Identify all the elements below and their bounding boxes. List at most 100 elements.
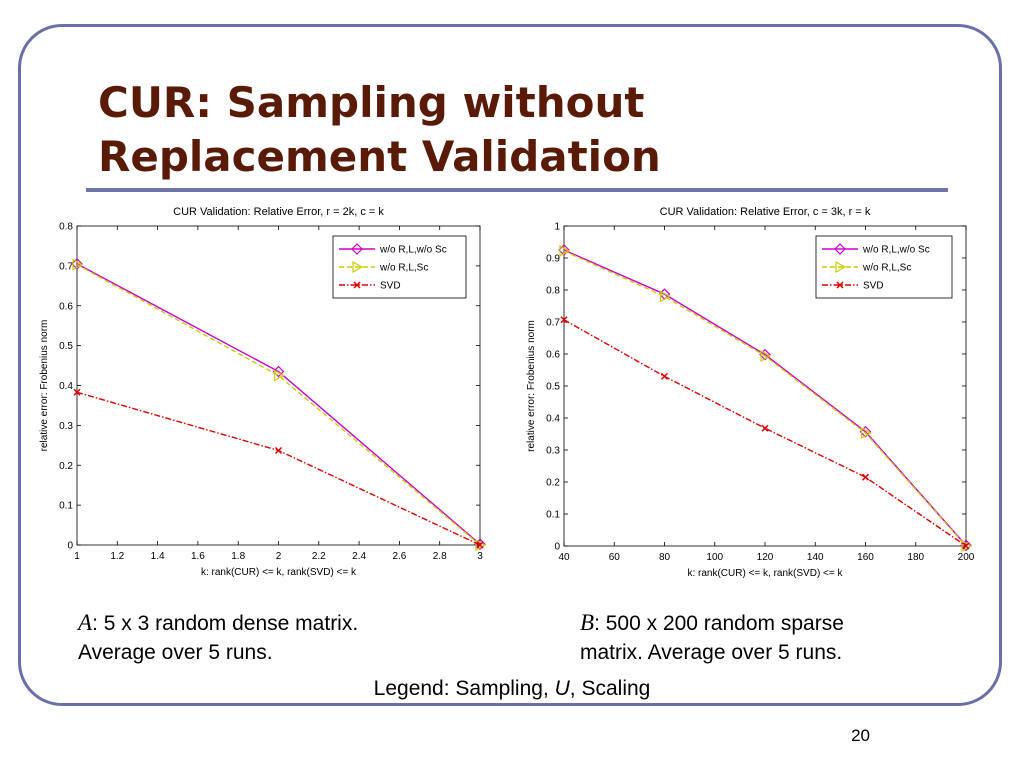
- y-tick-label: 0: [554, 542, 560, 553]
- series-line: [563, 319, 967, 547]
- chart-a-x-axis-label: k: rank(CUR) <= k, rank(SVD) <= k: [201, 567, 357, 578]
- chart-b-x-ticks: 40 60 80 100 120 140 160 180 200: [558, 226, 975, 563]
- legend-label: w/o R,L,w/o Sc: [862, 245, 930, 256]
- legend-note-suffix: , Scaling: [569, 677, 651, 700]
- legend-swatch-marker: [351, 243, 363, 255]
- x-tick-label: 1.6: [191, 551, 205, 562]
- x-tick-label: 140: [807, 552, 824, 563]
- chart-a-series-3: [73, 388, 484, 549]
- legend-swatch-marker: [835, 260, 847, 274]
- series-line: [563, 249, 967, 546]
- y-tick-label: 0.2: [546, 478, 560, 489]
- data-point: [659, 290, 671, 303]
- x-tick-label: 160: [857, 552, 874, 563]
- y-tick-label: 0.4: [546, 414, 560, 425]
- x-tick-label: 1.8: [231, 551, 245, 562]
- caption-b: B: 500 x 200 random sparse matrix. Avera…: [580, 608, 940, 667]
- data-point: [859, 425, 872, 438]
- legend-swatch-marker: [353, 281, 361, 289]
- legend-label: SVD: [863, 281, 884, 292]
- x-tick-label: 60: [609, 552, 621, 563]
- data-point: [72, 258, 84, 271]
- data-point: [761, 424, 769, 432]
- chart-a-title: CUR Validation: Relative Error, r = 2k, …: [173, 206, 384, 218]
- chart-b-y-ticks: 0 0.1 0.2 0.3 0.4 0.5 0.6 0.7 0.8 0.9 1: [546, 222, 966, 553]
- legend-label: w/o R,L,Sc: [862, 263, 911, 274]
- title-line-2: Replacement Validation: [98, 132, 661, 181]
- data-point: [273, 369, 285, 382]
- x-tick-label: 2.4: [352, 551, 366, 562]
- y-tick-label: 0.6: [59, 301, 73, 312]
- y-tick-label: 0.5: [546, 382, 560, 393]
- y-tick-label: 0.4: [59, 381, 73, 392]
- x-tick-label: 2.6: [392, 551, 406, 562]
- data-point: [861, 473, 870, 481]
- caption-a: A: 5 x 3 random dense matrix. Average ov…: [78, 608, 498, 667]
- legend-note: Legend: Sampling, U, Scaling: [0, 674, 1024, 703]
- x-tick-label: 100: [706, 552, 723, 563]
- x-tick-label: 180: [907, 552, 924, 563]
- x-tick-label: 120: [757, 552, 774, 563]
- x-tick-label: 1.4: [151, 551, 165, 562]
- caption-a-line2: Average over 5 runs.: [78, 641, 273, 664]
- data-point: [860, 427, 872, 440]
- data-point: [759, 348, 771, 361]
- data-point: [962, 542, 970, 550]
- y-tick-label: 0.3: [546, 446, 560, 457]
- chart-a-y-ticks: 0 0.1 0.2 0.3 0.4 0.5 0.6 0.7 0.8: [59, 222, 480, 552]
- chart-a-legend: w/o R,L,w/o Sc w/o R,L,Sc SVD: [332, 235, 467, 299]
- chart-b-legend: w/o R,L,w/o Sc w/o R,L,Sc SVD: [815, 235, 953, 299]
- y-tick-label: 0.7: [59, 261, 73, 272]
- title-divider: [86, 188, 948, 192]
- data-point: [272, 365, 285, 378]
- chart-b-y-axis-label: relative error: Frobenius norm: [526, 320, 537, 452]
- y-tick-label: 0.8: [546, 286, 560, 297]
- legend-label: w/o R,L,Sc: [379, 263, 428, 274]
- chart-b-title: CUR Validation: Relative Error, c = 3k, …: [660, 206, 871, 218]
- data-point: [660, 372, 669, 380]
- y-tick-label: 0.3: [59, 421, 73, 432]
- caption-b-letter: B: [580, 610, 595, 635]
- x-tick-label: 1: [74, 551, 80, 562]
- chart-b-x-axis-label: k: rank(CUR) <= k, rank(SVD) <= k: [687, 568, 843, 579]
- x-tick-label: 3: [477, 551, 483, 562]
- legend-swatch-marker: [352, 260, 364, 274]
- data-point: [476, 541, 484, 549]
- caption-a-letter: A: [78, 610, 93, 635]
- data-point: [760, 349, 772, 362]
- y-tick-label: 0.1: [546, 510, 560, 521]
- data-point: [71, 258, 83, 270]
- data-point: [274, 446, 283, 455]
- y-tick-label: 0.5: [59, 341, 73, 352]
- y-tick-label: 0.1: [59, 501, 73, 512]
- title-line-1: CUR: Sampling without: [98, 78, 645, 127]
- data-point: [73, 388, 81, 396]
- y-tick-label: 1: [554, 222, 560, 233]
- slide-title: CUR: Sampling without Replacement Valida…: [98, 76, 858, 184]
- data-point: [560, 316, 568, 324]
- legend-label: w/o R,L,w/o Sc: [379, 245, 447, 256]
- legend-swatch-marker: [836, 281, 844, 289]
- data-point: [475, 538, 487, 552]
- series-line: [76, 264, 481, 546]
- page-number: 20: [851, 726, 870, 745]
- x-tick-label: 2.2: [312, 551, 326, 562]
- data-point: [961, 539, 973, 553]
- caption-b-line1: : 500 x 200 random sparse: [594, 612, 844, 635]
- x-tick-label: 40: [558, 552, 570, 563]
- x-tick-label: 80: [659, 552, 671, 563]
- x-tick-label: 1.2: [110, 551, 124, 562]
- legend-note-prefix: Legend: Sampling,: [373, 677, 555, 700]
- y-tick-label: 0: [67, 541, 73, 552]
- y-tick-label: 0.2: [59, 461, 73, 472]
- data-point: [559, 244, 571, 257]
- chart-a-series-2: [72, 258, 487, 552]
- series-line: [76, 263, 481, 545]
- y-tick-label: 0.6: [546, 350, 560, 361]
- slide-frame: [18, 24, 1002, 706]
- series-line: [563, 250, 967, 547]
- y-tick-label: 0.8: [59, 222, 73, 233]
- legend-note-u: U: [554, 677, 570, 700]
